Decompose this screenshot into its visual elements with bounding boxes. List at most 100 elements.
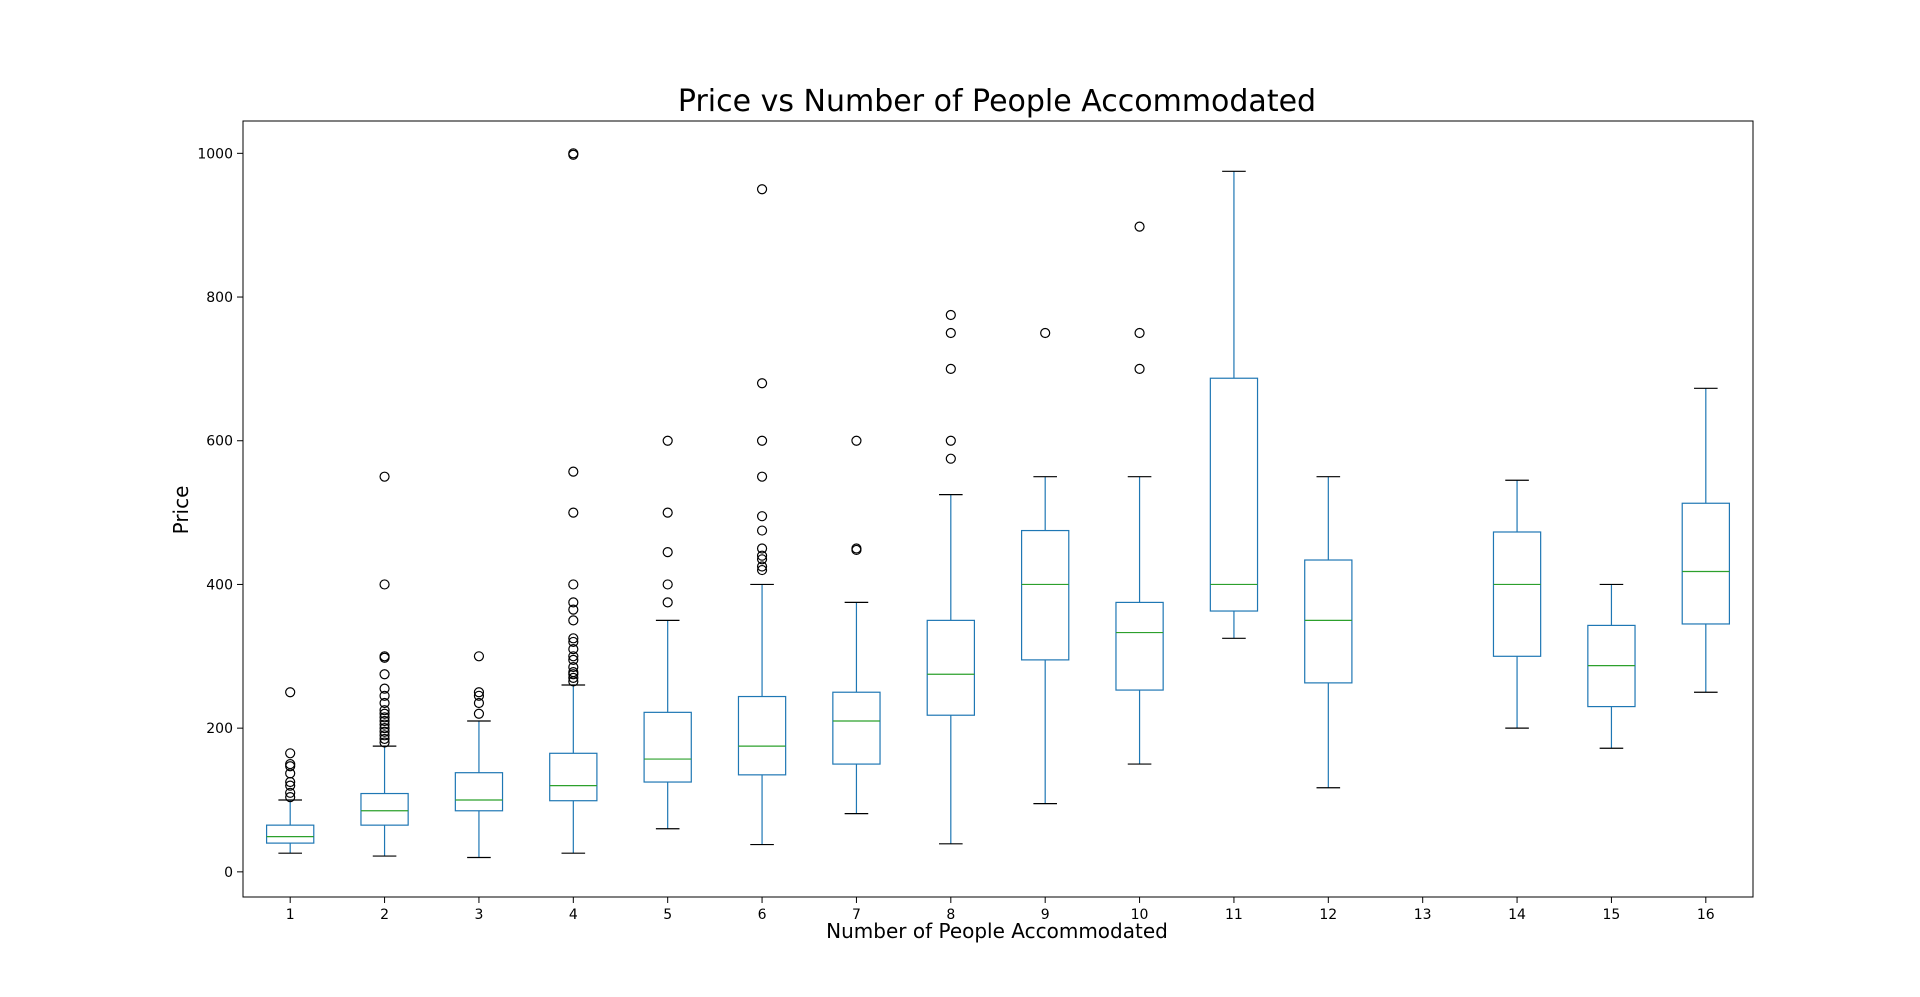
outlier-point <box>285 687 296 698</box>
box <box>643 711 692 783</box>
box <box>1209 377 1259 612</box>
box-group-5 <box>643 435 692 830</box>
outlier-point <box>379 733 390 745</box>
outlier-point <box>568 615 579 626</box>
outlier-point <box>756 435 768 446</box>
x-tick-label: 4 <box>569 907 578 923</box>
box-group-11 <box>1209 170 1259 639</box>
outlier-point <box>379 719 390 730</box>
box-group-2 <box>360 471 409 857</box>
box <box>1115 601 1164 691</box>
outlier-point <box>756 561 768 572</box>
box-group-4 <box>549 148 598 854</box>
outlier-point <box>1040 327 1051 339</box>
box <box>454 772 504 812</box>
outlier-point <box>379 730 390 741</box>
y-tick-label: 1000 <box>197 146 233 162</box>
outlier-point <box>756 550 768 561</box>
outlier-point <box>662 579 673 590</box>
outlier-point <box>379 579 390 590</box>
x-tick-label: 5 <box>663 907 672 923</box>
outlier-point <box>568 654 579 665</box>
plot-frame <box>242 120 1754 898</box>
outlier-point <box>473 697 485 709</box>
outlier-point <box>851 543 862 554</box>
x-tick-label: 10 <box>1131 907 1149 923</box>
outlier-point <box>473 651 485 662</box>
x-tick-label: 2 <box>380 907 389 923</box>
x-axis-label: Number of People Accommodated <box>826 919 1168 943</box>
outlier-point <box>568 651 579 662</box>
box-group-9 <box>1020 327 1070 805</box>
x-tick-label: 8 <box>946 907 955 923</box>
outlier-point <box>945 309 956 321</box>
outlier-point <box>379 683 390 694</box>
y-tick-label: 400 <box>206 577 233 593</box>
outlier-point <box>379 708 390 719</box>
outlier-point <box>285 780 296 791</box>
outlier-point <box>568 667 579 678</box>
box <box>1304 559 1353 684</box>
box-group-1 <box>265 687 315 854</box>
outlier-point <box>662 507 673 518</box>
outlier-point <box>756 511 768 522</box>
outlier-point <box>756 564 768 576</box>
x-tick-label: 3 <box>474 907 483 923</box>
box <box>360 792 409 826</box>
x-tick-label: 9 <box>1041 907 1050 923</box>
outlier-point <box>379 726 390 737</box>
outlier-point <box>568 644 579 655</box>
outlier-point <box>379 705 390 716</box>
x-tick-label: 6 <box>758 907 767 923</box>
outlier-point <box>756 525 768 536</box>
outlier-point <box>568 604 579 615</box>
y-tick-label: 600 <box>206 434 233 450</box>
y-tick-label: 800 <box>206 290 233 306</box>
box-group-3 <box>454 651 504 859</box>
outlier-point <box>285 787 296 798</box>
outlier-point <box>285 758 296 770</box>
x-tick-label: 13 <box>1414 907 1432 923</box>
outlier-point <box>662 435 673 446</box>
outlier-point <box>756 554 768 565</box>
x-tick-label: 1 <box>286 907 295 923</box>
outlier-point <box>379 697 390 709</box>
outlier-point <box>945 327 956 339</box>
box <box>832 691 881 765</box>
outlier-point <box>1134 327 1145 339</box>
outlier-point <box>568 507 579 518</box>
outlier-point <box>473 687 485 698</box>
x-tick-label: 15 <box>1603 907 1621 923</box>
outlier-point <box>851 435 862 446</box>
outlier-point <box>568 672 579 683</box>
box <box>926 619 976 716</box>
outlier-point <box>945 435 956 446</box>
y-tick-label: 0 <box>224 865 233 881</box>
outlier-point <box>285 792 296 803</box>
x-tick-label: 14 <box>1508 907 1526 923</box>
outlier-point <box>1134 221 1145 232</box>
outlier-point <box>662 597 673 608</box>
outlier-point <box>568 597 579 608</box>
outlier-point <box>568 633 579 644</box>
outlier-point <box>379 669 390 680</box>
box <box>1020 529 1070 661</box>
y-tick-label: 200 <box>206 721 233 737</box>
box-group-6 <box>737 184 787 846</box>
outlier-point <box>379 690 390 701</box>
box-group-8 <box>926 309 976 845</box>
box <box>1681 502 1731 625</box>
outlier-point <box>473 690 485 701</box>
box <box>737 695 787 776</box>
box <box>1492 531 1542 657</box>
outlier-point <box>756 378 768 389</box>
x-tick-label: 12 <box>1319 907 1337 923</box>
x-tick-label: 11 <box>1225 907 1243 923</box>
outlier-point <box>568 148 579 159</box>
outlier-point <box>662 547 673 558</box>
outlier-point <box>379 712 390 723</box>
outlier-point <box>379 471 390 482</box>
outlier-point <box>568 466 579 477</box>
